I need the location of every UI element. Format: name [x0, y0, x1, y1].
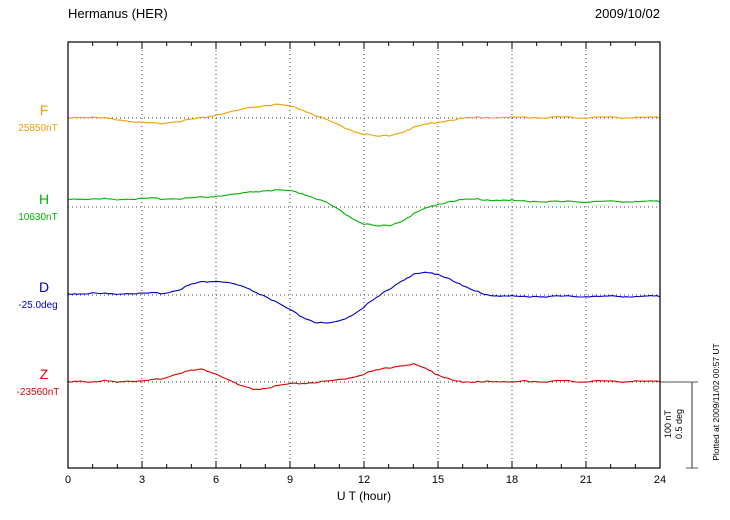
trace-D	[67, 271, 661, 324]
x-tick-label: 6	[213, 474, 219, 486]
plot-area: 0 3 6 9 12 15 18 21 24	[65, 41, 666, 486]
scale-label-nt: 100 nT	[663, 409, 673, 438]
scale-bar: 100 nT 0.5 deg	[660, 381, 698, 469]
x-tick-label: 15	[432, 474, 444, 486]
trace-Z	[67, 363, 661, 391]
series-baseline-D: -25.0deg	[18, 300, 57, 311]
x-tick-label: 18	[506, 474, 518, 486]
x-tick-label: 3	[139, 474, 145, 486]
series-label-H: H	[39, 191, 49, 207]
series-label-F: F	[40, 102, 49, 118]
series-label-D: D	[39, 279, 49, 295]
x-tick-label: 21	[580, 474, 592, 486]
x-axis-label: U T (hour)	[337, 489, 391, 503]
date-label: 2009/10/02	[595, 6, 660, 21]
plot-frame	[67, 41, 661, 469]
trace-F	[67, 103, 661, 137]
series-baseline-H: 10630nT	[18, 212, 57, 223]
trace-H	[67, 189, 661, 227]
x-tick-label: 9	[287, 474, 293, 486]
scale-label-deg: 0.5 deg	[674, 409, 684, 439]
series-baseline-F: 25850nT	[18, 123, 57, 134]
station-title: Hermanus (HER)	[68, 6, 168, 21]
x-tick-label: 0	[65, 474, 71, 486]
x-tick-label: 24	[654, 474, 666, 486]
series-label-Z: Z	[40, 366, 49, 382]
series-baseline-Z: -23560nT	[17, 387, 60, 398]
x-tick-label: 12	[358, 474, 370, 486]
plotted-at-note: Plotted at 2009/11/02 00:57 UT	[711, 343, 721, 461]
